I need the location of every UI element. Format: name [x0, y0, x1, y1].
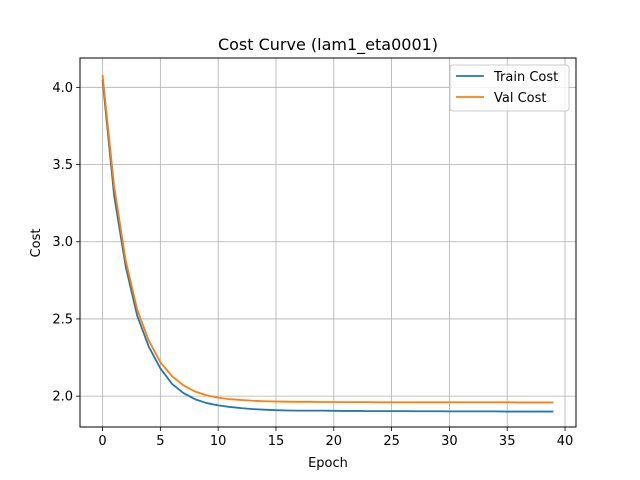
plot-frame	[79, 57, 577, 428]
series-lines	[101, 74, 554, 413]
y-axis-ticks: 2.0 2.5 3.0 3.5 4.0	[52, 81, 80, 405]
y-tick-label: 2.0	[52, 390, 73, 405]
y-tick-label: 4.0	[52, 81, 73, 96]
y-tick-label: 3.0	[52, 235, 73, 250]
y-tick-label: 3.5	[52, 158, 73, 173]
grid-lines	[80, 58, 576, 427]
x-tick-label: 30	[441, 434, 458, 449]
x-axis-label: Epoch	[308, 456, 348, 471]
x-tick-label: 5	[156, 434, 164, 449]
legend-label-val-cost: Val Cost	[494, 91, 547, 106]
x-tick-label: 10	[210, 434, 227, 449]
legend: Train Cost Val Cost	[449, 64, 570, 112]
x-tick-label: 25	[383, 434, 400, 449]
plot-area	[80, 58, 576, 427]
x-tick-label: 20	[326, 434, 343, 449]
x-tick-label: 35	[499, 434, 516, 449]
y-tick-label: 2.5	[52, 312, 73, 327]
x-axis-ticks: 0 5 10 15 20 25 30 35 40	[98, 427, 573, 449]
legend-label-train-cost: Train Cost	[493, 70, 558, 85]
x-tick-label: 0	[98, 434, 106, 449]
x-tick-label: 40	[557, 434, 574, 449]
chart-title: Cost Curve (lam1_eta0001)	[218, 35, 438, 55]
y-axis-label: Cost	[29, 229, 44, 258]
x-tick-label: 15	[268, 434, 285, 449]
series-line-train-cost	[101, 79, 554, 413]
series-line-val-cost	[101, 74, 554, 404]
